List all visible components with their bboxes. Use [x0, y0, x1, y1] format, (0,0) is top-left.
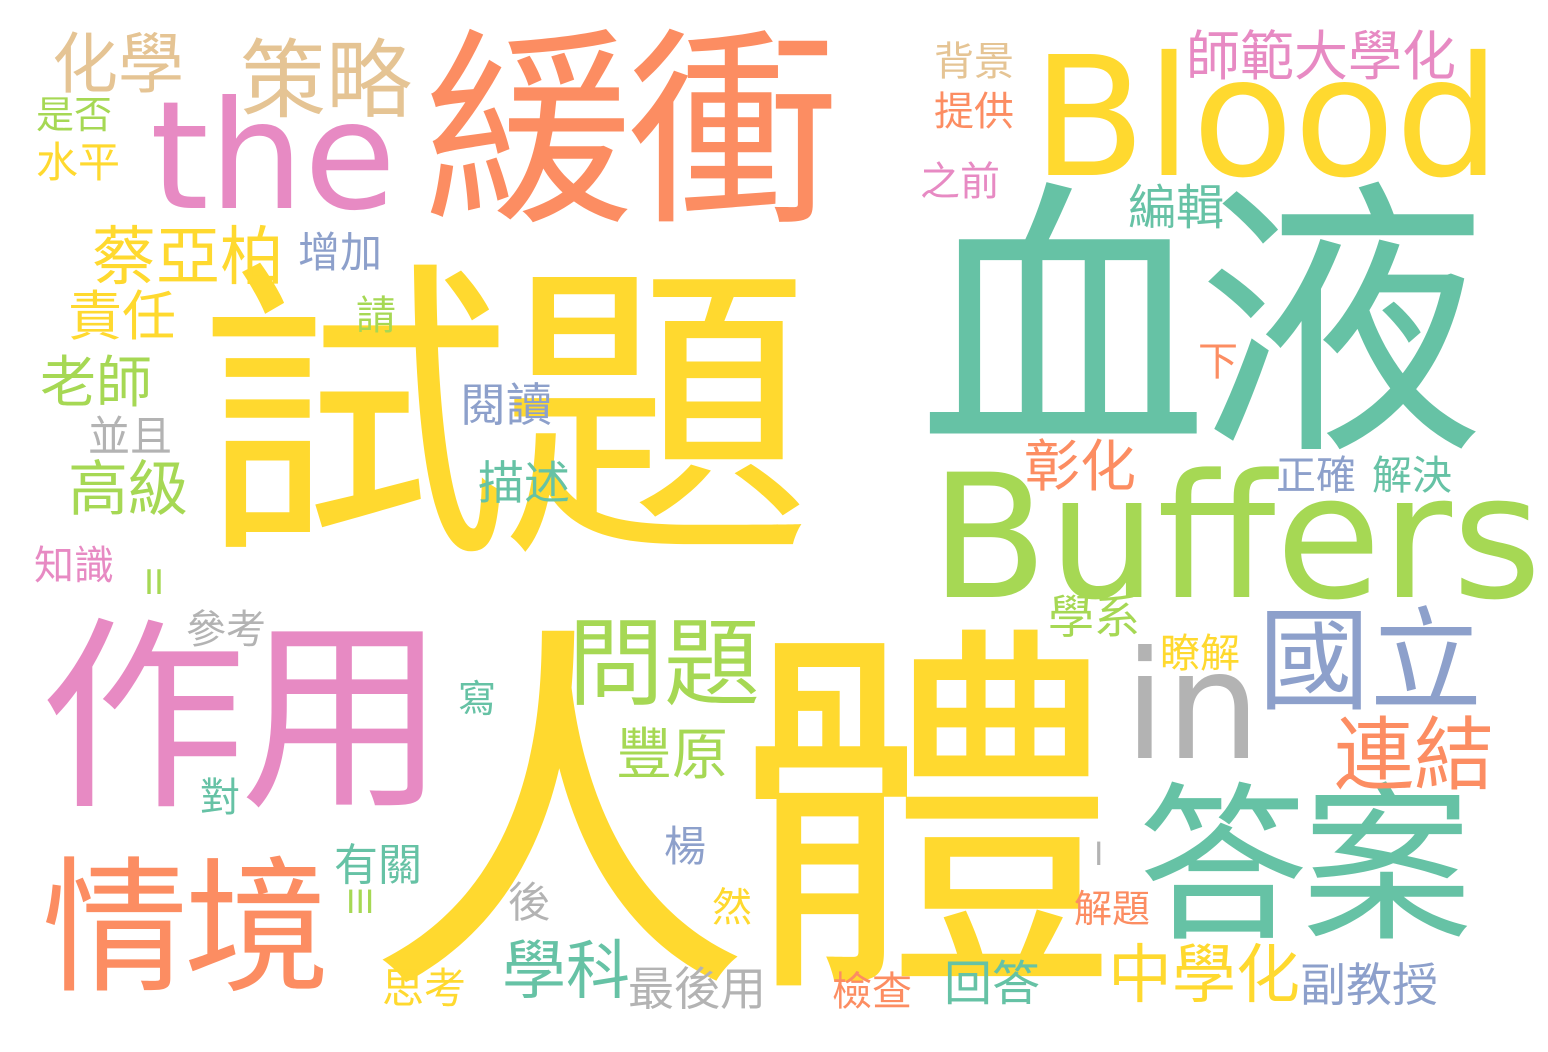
word-laoshi: 老師: [40, 351, 152, 416]
word-dui: 對: [200, 775, 240, 821]
word-lianjie: 連結: [1334, 709, 1494, 802]
word-buffers: Buffers: [930, 437, 1542, 638]
word-zhonghuaxue: 中學化: [1108, 939, 1300, 1013]
word-zhishi: 知識: [34, 543, 114, 589]
word-bingqie: 並且: [88, 412, 173, 461]
word-zengjia: 增加: [298, 228, 383, 277]
word-in: in: [1124, 620, 1261, 794]
word-i: I: [1094, 835, 1104, 873]
word-huanchong: 緩衝: [424, 10, 838, 255]
word-shifou: 是否: [36, 93, 113, 137]
word-bianji: 編輯: [1128, 180, 1225, 236]
word-shuiping: 水平: [36, 138, 121, 187]
word-xia: 下: [1198, 339, 1238, 385]
word-ii: II: [144, 563, 165, 603]
word-guoli: 國立: [1258, 597, 1482, 727]
word-zuoyong: 作用: [40, 599, 446, 839]
word-yuedu: 閱讀: [460, 378, 552, 432]
word-wenti: 問題: [568, 608, 760, 720]
word-youguan: 有關: [334, 840, 422, 891]
word-the: the: [150, 70, 397, 244]
word-zuihouyong: 最後用: [628, 962, 766, 1016]
word-renti: 人體: [366, 596, 1118, 1044]
word-zhengque: 正確: [1276, 453, 1356, 499]
word-jiejue: 解決: [1372, 453, 1452, 499]
word-zhanghua: 彰化: [1024, 435, 1136, 500]
word-jieti: 解題: [1074, 887, 1151, 931]
word-beijing: 背景: [934, 39, 1014, 85]
word-miaoshu: 描述: [478, 456, 570, 510]
word-qing: 請: [356, 293, 396, 339]
word-xueye: 血液: [918, 158, 1486, 495]
word-zeren: 責任: [68, 285, 176, 348]
word-huida: 回答: [944, 956, 1041, 1012]
word-daan: 答案: [1138, 768, 1472, 966]
word-fujiaoshou: 副教授: [1300, 958, 1438, 1012]
word-gaoji: 高級: [68, 455, 188, 525]
word-caiyabo: 蔡亞柏: [92, 221, 284, 295]
word-iii: III: [346, 883, 375, 921]
word-cankao: 參考: [186, 607, 266, 653]
word-tigong: 提供: [934, 89, 1014, 135]
word-xueke: 學科: [502, 935, 630, 1009]
word-sikao: 思考: [382, 964, 467, 1013]
word-liaojie: 瞭解: [1160, 631, 1240, 677]
word-zhiqian: 之前: [920, 159, 1000, 205]
word-fengyuan: 豐原: [616, 723, 728, 788]
word-xie: 寫: [458, 677, 497, 721]
word-qingjing: 情境: [42, 844, 330, 1014]
word-yang: 楊: [664, 822, 707, 871]
word-shifan: 師範大學化: [1186, 25, 1456, 88]
word-ran: 然: [712, 885, 752, 931]
word-shiti: 試題: [198, 236, 812, 600]
word-xuexi: 學系: [1048, 590, 1140, 644]
word-huaxue: 化學: [52, 26, 184, 103]
word-hou: 後: [508, 878, 551, 927]
word-blood: Blood: [1032, 22, 1501, 215]
word-jiancha: 檢查: [832, 969, 912, 1015]
word-celue: 策略: [240, 31, 412, 131]
